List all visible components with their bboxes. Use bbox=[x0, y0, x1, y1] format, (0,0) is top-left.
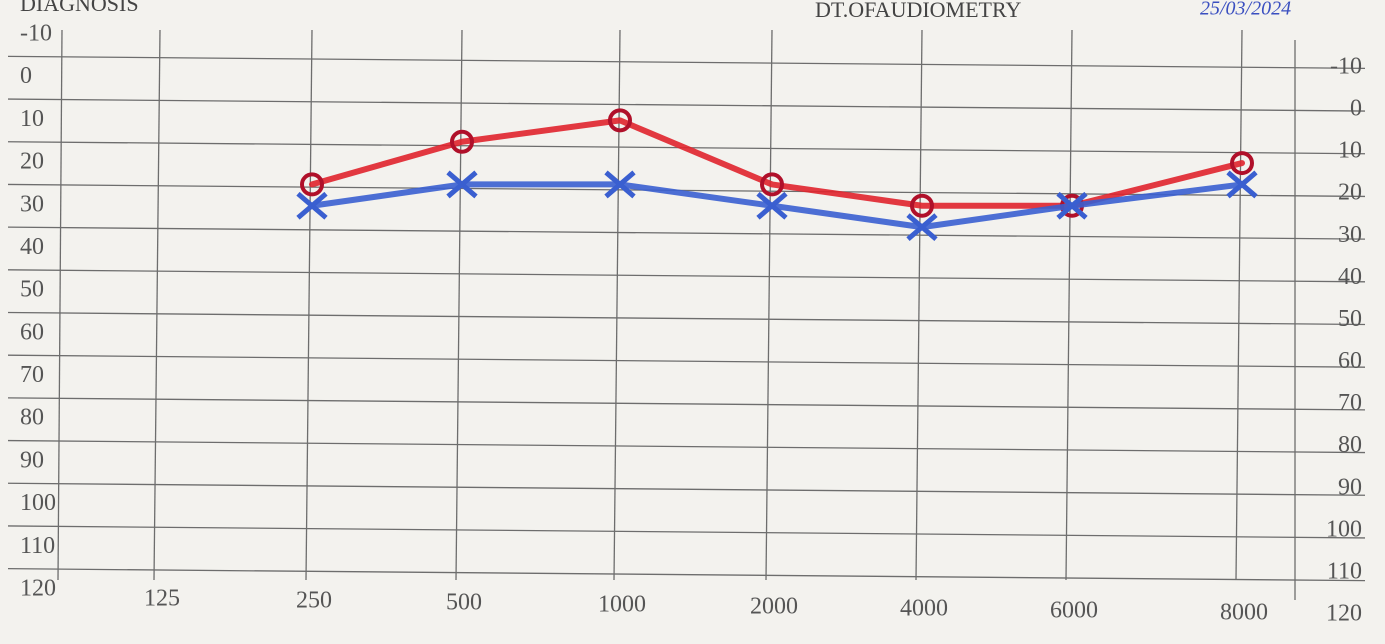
marker-o bbox=[608, 108, 632, 133]
grid-line-vertical bbox=[305, 29, 313, 581]
x-tick-label: 250 bbox=[296, 588, 332, 614]
y-tick-label: 20 bbox=[20, 149, 44, 175]
grid-line-vertical bbox=[1065, 29, 1073, 581]
marker-o bbox=[910, 193, 934, 218]
y2-tick-label: 10 bbox=[1338, 138, 1362, 164]
marker-x bbox=[296, 191, 328, 220]
marker-x bbox=[756, 191, 788, 220]
y-tick-label: 60 bbox=[20, 319, 44, 345]
y-tick-label: 40 bbox=[20, 234, 44, 260]
y-tick-label: 100 bbox=[20, 490, 56, 516]
y2-tick-label: 40 bbox=[1338, 264, 1362, 290]
marker-x bbox=[604, 170, 636, 199]
y2-tick-label: 30 bbox=[1338, 222, 1362, 248]
grid-line bbox=[7, 269, 1366, 283]
marker-x bbox=[1056, 191, 1088, 220]
y2-tick-label: 60 bbox=[1338, 348, 1362, 374]
x-tick-label: 500 bbox=[446, 590, 482, 616]
grid-line-vertical bbox=[455, 29, 463, 581]
y2-tick-label: 110 bbox=[1327, 558, 1362, 584]
y-tick-label: 120 bbox=[20, 576, 56, 602]
diagnosis-label: DIAGNOSIS bbox=[20, 0, 139, 16]
y2-tick-label: 80 bbox=[1338, 432, 1362, 458]
y2-tick-label: 120 bbox=[1326, 601, 1362, 627]
y-tick-label: 70 bbox=[20, 362, 44, 388]
grid-line bbox=[7, 226, 1366, 240]
grid-line bbox=[7, 98, 1366, 112]
y-tick-label: 90 bbox=[20, 447, 44, 473]
grid-line-vertical bbox=[153, 29, 161, 581]
grid-line bbox=[7, 568, 1366, 582]
grid-line-vertical bbox=[765, 29, 773, 581]
grid-line bbox=[7, 525, 1366, 539]
marker-x bbox=[1226, 170, 1258, 199]
grid-line-vertical bbox=[915, 29, 923, 581]
grid-line bbox=[7, 311, 1366, 326]
marker-o bbox=[1230, 151, 1254, 176]
grid-line-vertical bbox=[57, 29, 63, 581]
marker-x bbox=[906, 213, 938, 242]
x-tick-label: 2000 bbox=[750, 594, 798, 620]
y2-tick-label: 70 bbox=[1338, 390, 1362, 416]
marker-x bbox=[446, 170, 478, 199]
y-tick-label: -10 bbox=[20, 21, 52, 47]
grid-line bbox=[7, 55, 1366, 69]
grid-line bbox=[7, 439, 1366, 454]
x-tick-label: 4000 bbox=[900, 596, 948, 622]
y2-tick-label: -10 bbox=[1330, 54, 1362, 80]
y2-tick-label: 50 bbox=[1338, 306, 1362, 332]
y-tick-label: 80 bbox=[20, 405, 44, 431]
grid-line bbox=[7, 354, 1366, 368]
marker-o bbox=[760, 172, 784, 197]
y2-tick-label: 0 bbox=[1350, 96, 1362, 122]
grid-line-vertical bbox=[1235, 29, 1243, 581]
x-tick-label: 1000 bbox=[598, 592, 646, 618]
x-tick-label: 125 bbox=[144, 586, 180, 612]
grid-line bbox=[7, 482, 1366, 496]
x-tick-label: 6000 bbox=[1050, 598, 1098, 624]
date-label: DT.OFAUDIOMETRY bbox=[815, 0, 1021, 22]
marker-o bbox=[300, 172, 324, 197]
y-tick-label: 110 bbox=[20, 533, 55, 559]
marker-o bbox=[450, 129, 474, 154]
y-tick-label: 30 bbox=[20, 191, 44, 217]
y2-tick-label: 90 bbox=[1338, 474, 1362, 500]
y-tick-label: 50 bbox=[20, 277, 44, 303]
y2-tick-label: 20 bbox=[1338, 180, 1362, 206]
x-tick-label: 8000 bbox=[1220, 600, 1268, 626]
y2-tick-label: 100 bbox=[1326, 516, 1362, 542]
date: 25/03/2024 bbox=[1200, 0, 1291, 20]
y-tick-label: 0 bbox=[20, 63, 32, 89]
grid-line bbox=[7, 397, 1366, 411]
y-tick-label: 10 bbox=[20, 106, 44, 132]
